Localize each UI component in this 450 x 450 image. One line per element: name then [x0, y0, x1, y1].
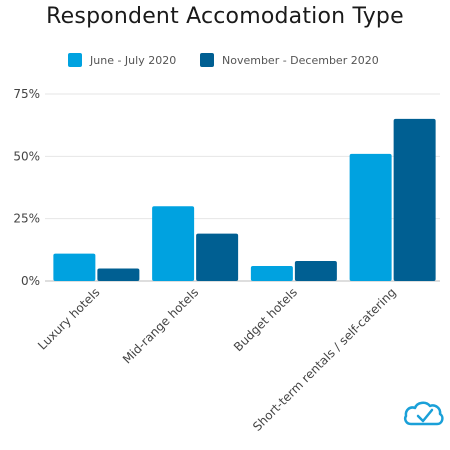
bar-series-2-short-term-rentals-self-catering [393, 118, 436, 281]
y-tick-label: 0% [21, 274, 40, 288]
bar-series-1-mid-range-hotels [152, 206, 195, 281]
bar-series-1-luxury-hotels [53, 253, 96, 281]
legend: June - July 2020 November - December 202… [68, 53, 379, 67]
bar-series-2-mid-range-hotels [196, 233, 239, 281]
x-category-label: Budget hotels [231, 285, 300, 354]
y-tick-label: 50% [13, 149, 40, 163]
chart-title: Respondent Accomodation Type [46, 4, 404, 29]
legend-label-series-1: June - July 2020 [89, 54, 176, 67]
y-tick-label: 75% [13, 87, 40, 101]
bar-series-1-budget-hotels [250, 266, 293, 281]
y-tick-label: 25% [13, 212, 40, 226]
x-category-label: Luxury hotels [35, 285, 102, 352]
cloud-check-icon [403, 401, 444, 426]
bar-series-1-short-term-rentals-self-catering [349, 153, 392, 281]
x-axis-labels: Luxury hotels Mid-range hotels Budget hote… [35, 285, 399, 434]
legend-swatch-series-1 [68, 53, 82, 67]
bar-series-2-luxury-hotels [97, 268, 140, 281]
bars [53, 118, 436, 281]
legend-label-series-2: November - December 2020 [222, 54, 379, 67]
x-category-label: Mid-range hotels [120, 285, 201, 366]
bar-series-2-budget-hotels [294, 261, 337, 281]
legend-swatch-series-2 [200, 53, 214, 67]
y-axis-ticks: 0% 25% 50% 75% [13, 87, 40, 288]
